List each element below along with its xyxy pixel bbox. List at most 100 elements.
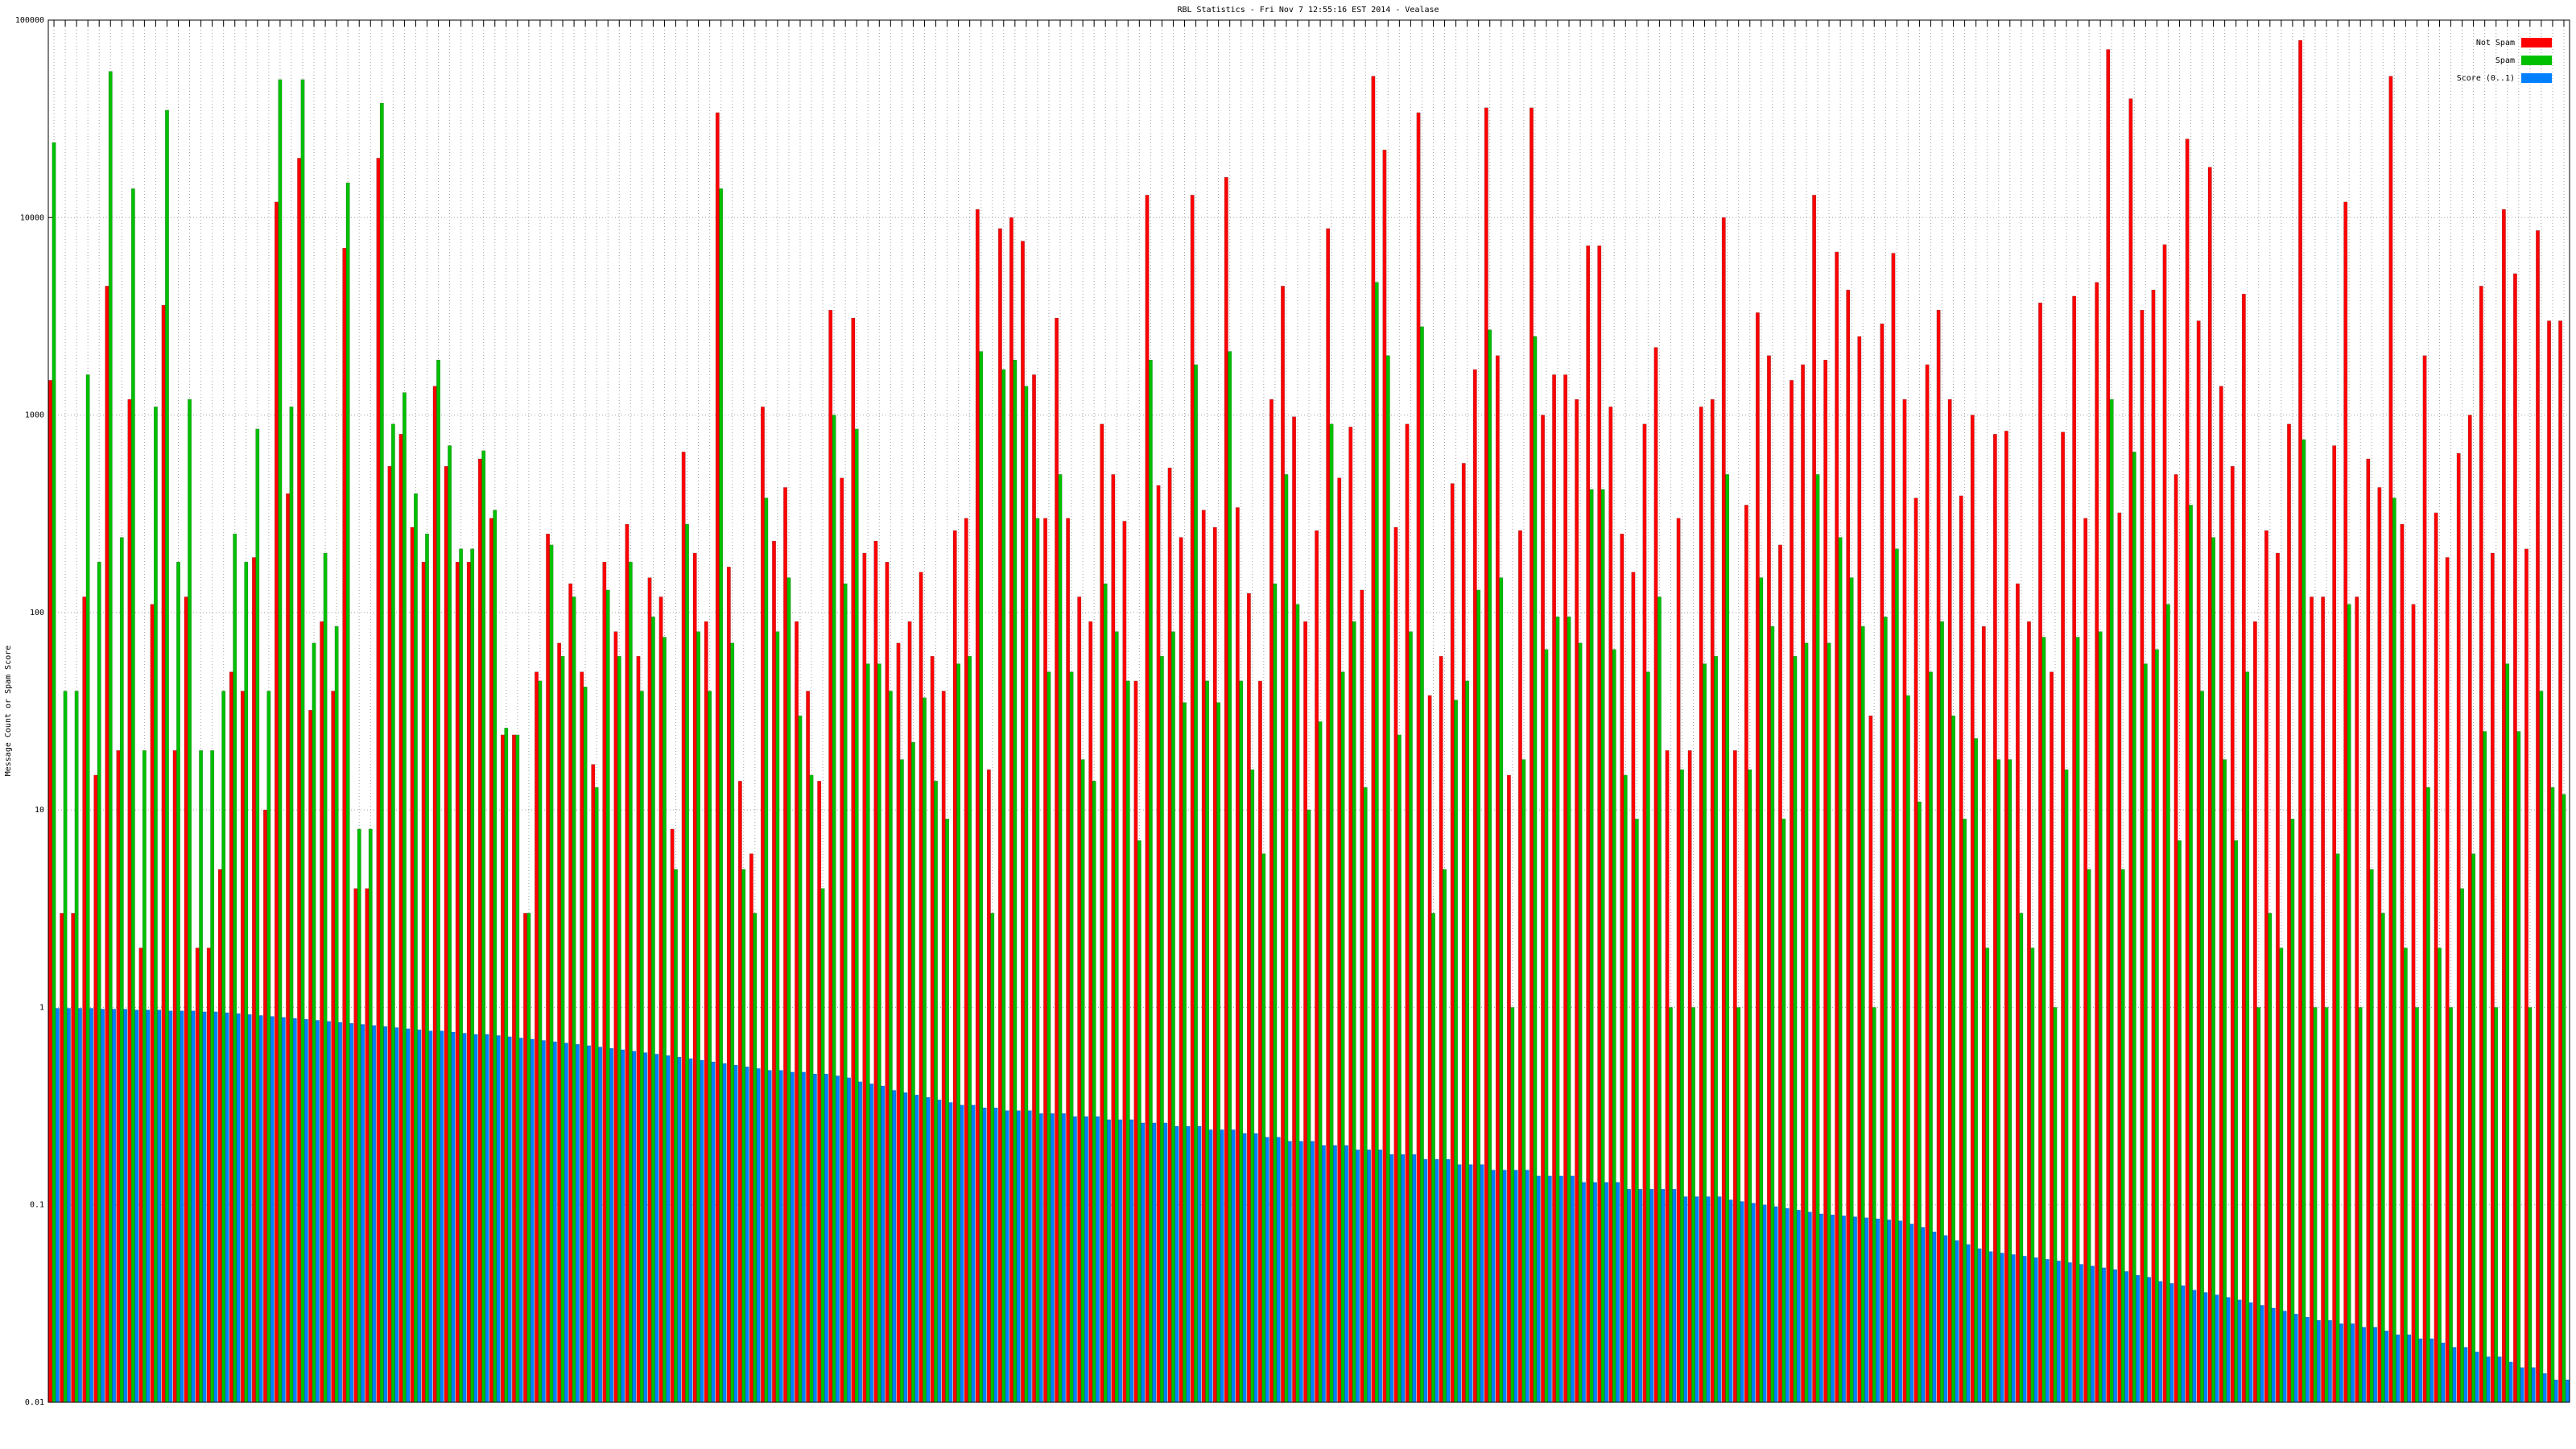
- bar: [1133, 680, 1138, 1403]
- bar: [1367, 1150, 1372, 1403]
- bar: [1107, 1119, 1112, 1403]
- bar: [2392, 497, 2396, 1403]
- bar: [292, 1018, 297, 1403]
- bar: [2497, 1356, 2502, 1403]
- bar: [2004, 431, 2008, 1403]
- bar: [2178, 840, 2182, 1403]
- bar: [1141, 1122, 1146, 1403]
- bar: [662, 637, 667, 1403]
- bar: [753, 913, 758, 1403]
- bar: [2441, 1342, 2446, 1403]
- bar: [605, 589, 610, 1403]
- bar: [504, 728, 509, 1403]
- bar: [2362, 1327, 2367, 1403]
- bar: [444, 466, 448, 1403]
- bar: [2542, 1373, 2547, 1403]
- bar: [161, 304, 166, 1403]
- bar: [2536, 230, 2540, 1403]
- bar: [2520, 1367, 2524, 1403]
- bar: [737, 781, 742, 1403]
- bar: [225, 1012, 229, 1403]
- bar: [572, 597, 576, 1403]
- bar: [1457, 1164, 1462, 1403]
- bar: [745, 1067, 749, 1403]
- bar: [704, 621, 708, 1403]
- bar: [2310, 597, 2314, 1403]
- bar: [602, 561, 607, 1403]
- bar: [1977, 1248, 1982, 1403]
- bar: [1439, 656, 1443, 1403]
- bar: [1736, 1007, 1741, 1403]
- y-axis-label: Message Count or Spam Score: [4, 646, 13, 777]
- bar: [2033, 1257, 2038, 1403]
- bar: [210, 750, 215, 1403]
- bar: [353, 888, 358, 1403]
- bar: [873, 540, 878, 1403]
- bar: [2316, 1319, 2321, 1403]
- bar: [390, 423, 395, 1403]
- bar: [2075, 637, 2080, 1403]
- bar: [1966, 1244, 1971, 1403]
- bar: [1265, 1137, 1269, 1403]
- bar: [1902, 398, 1907, 1403]
- bar: [1917, 801, 1922, 1403]
- bar: [990, 913, 995, 1403]
- bar: [1183, 702, 1187, 1403]
- bar: [1604, 1182, 1608, 1403]
- bar: [1024, 386, 1029, 1403]
- bar: [1378, 1150, 1383, 1403]
- bar: [677, 1056, 682, 1403]
- bar: [2061, 431, 2066, 1403]
- bar: [2505, 663, 2510, 1403]
- bar: [1593, 1182, 1597, 1403]
- bar: [485, 1034, 489, 1403]
- bar: [1446, 1158, 1451, 1403]
- bar: [1163, 1122, 1168, 1403]
- bar: [1190, 195, 1195, 1403]
- bar: [1985, 947, 1990, 1403]
- bar: [772, 540, 776, 1403]
- bar: [1208, 1129, 1213, 1403]
- bar: [708, 691, 712, 1403]
- bar: [1480, 1164, 1484, 1403]
- bar: [836, 1075, 840, 1403]
- chart-title: RBL Statistics - Fri Nov 7 12:55:16 EST …: [1177, 6, 1439, 14]
- bar: [722, 1063, 727, 1403]
- bar: [2237, 1299, 2242, 1403]
- bar: [365, 888, 369, 1403]
- bar: [297, 158, 302, 1403]
- bar: [496, 1035, 501, 1403]
- bar: [881, 1085, 886, 1403]
- bar: [263, 809, 267, 1403]
- bar: [2339, 1323, 2343, 1403]
- bar: [2287, 423, 2291, 1403]
- bar: [2256, 1007, 2261, 1403]
- bar: [270, 1016, 275, 1403]
- bar: [512, 734, 516, 1403]
- bar: [470, 548, 475, 1403]
- bar: [206, 947, 211, 1403]
- bar: [2109, 398, 2114, 1403]
- bar: [541, 1040, 546, 1403]
- bar: [1612, 649, 1616, 1403]
- bar: [2064, 769, 2069, 1403]
- bar: [451, 1031, 456, 1403]
- bar: [1287, 1141, 1292, 1403]
- bar: [432, 386, 437, 1403]
- bar: [2226, 1297, 2231, 1403]
- bar: [2565, 1379, 2570, 1403]
- bar: [1050, 1113, 1055, 1403]
- bar: [1344, 1145, 1348, 1403]
- bar: [2429, 1338, 2434, 1403]
- bar: [1996, 759, 2001, 1403]
- bar: [1616, 1182, 1620, 1403]
- bar: [199, 750, 204, 1403]
- bar: [2369, 869, 2374, 1403]
- legend-label: Score (0..1): [2457, 74, 2515, 83]
- bar: [1778, 544, 1782, 1403]
- bar: [2501, 208, 2506, 1403]
- bar: [320, 621, 324, 1403]
- bar: [1363, 786, 1368, 1403]
- bar: [2241, 294, 2246, 1403]
